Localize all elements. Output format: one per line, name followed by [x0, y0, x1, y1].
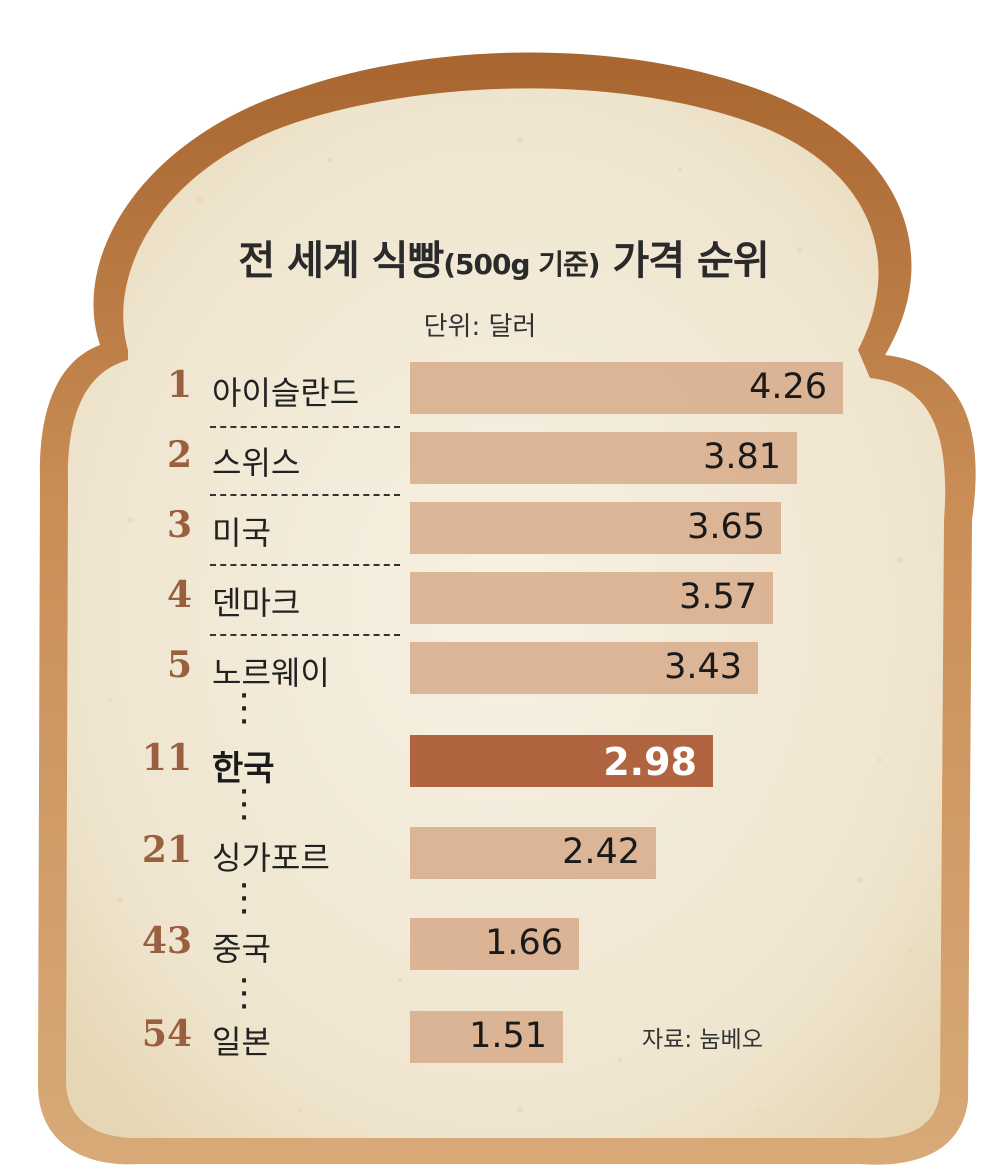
value-label: 1.66 [485, 923, 563, 963]
bar-3 [410, 572, 773, 624]
chart-title: 전 세계 식빵(500g 기준) 가격 순위 [0, 228, 1007, 286]
country-label: 한국 [212, 749, 275, 789]
value-label: 4.26 [749, 367, 827, 407]
rank-label: 21 [141, 829, 192, 871]
ellipsis-dots: · · · [239, 684, 249, 735]
rank-label: 1 [166, 364, 192, 406]
country-label: 싱가포르 [212, 839, 330, 877]
rank-label: 2 [166, 434, 192, 476]
rank-label: 43 [141, 920, 192, 962]
bar-6 [410, 827, 656, 879]
bar-8 [410, 1011, 563, 1063]
rank-label: 3 [166, 504, 192, 546]
bar-5 [410, 735, 713, 787]
source-label: 자료: 눔베오 [642, 1027, 763, 1053]
ellipsis-dots: · · · [239, 874, 249, 925]
country-label: 노르웨이 [212, 654, 330, 692]
rank-label: 54 [141, 1013, 192, 1055]
value-label: 3.57 [679, 577, 757, 617]
value-label: 3.43 [664, 647, 742, 687]
country-label: 중국 [212, 930, 271, 968]
country-label: 아이슬란드 [212, 374, 360, 412]
ellipsis-dots: · · · [239, 969, 249, 1020]
country-label: 스위스 [212, 444, 301, 482]
country-label: 일본 [212, 1023, 271, 1061]
row-separator [210, 494, 400, 496]
bar-7 [410, 918, 579, 970]
value-label: 3.65 [687, 507, 765, 547]
country-label: 미국 [212, 514, 271, 552]
ellipsis-dots: · · · [239, 780, 249, 831]
unit-label: 단위: 달러 [423, 312, 537, 342]
row-separator [210, 634, 400, 636]
row-separator [210, 426, 400, 428]
value-label: 1.51 [469, 1016, 547, 1056]
title-end: 가격 순위 [612, 238, 770, 284]
bar-1 [410, 432, 797, 484]
rank-label: 11 [141, 737, 192, 779]
country-label: 덴마크 [212, 584, 301, 622]
value-label: 3.81 [703, 437, 781, 477]
row-separator [210, 564, 400, 566]
title-paren: (500g 기준) [443, 248, 600, 281]
bar-0 [410, 362, 843, 414]
value-label: 2.42 [562, 832, 640, 872]
bar-4 [410, 642, 758, 694]
bar-2 [410, 502, 781, 554]
crumb-texture [108, 137, 913, 1113]
title-main: 전 세계 식빵 [238, 238, 444, 284]
rank-label: 4 [166, 574, 192, 616]
value-label: 2.98 [603, 740, 697, 784]
rank-label: 5 [166, 644, 192, 686]
